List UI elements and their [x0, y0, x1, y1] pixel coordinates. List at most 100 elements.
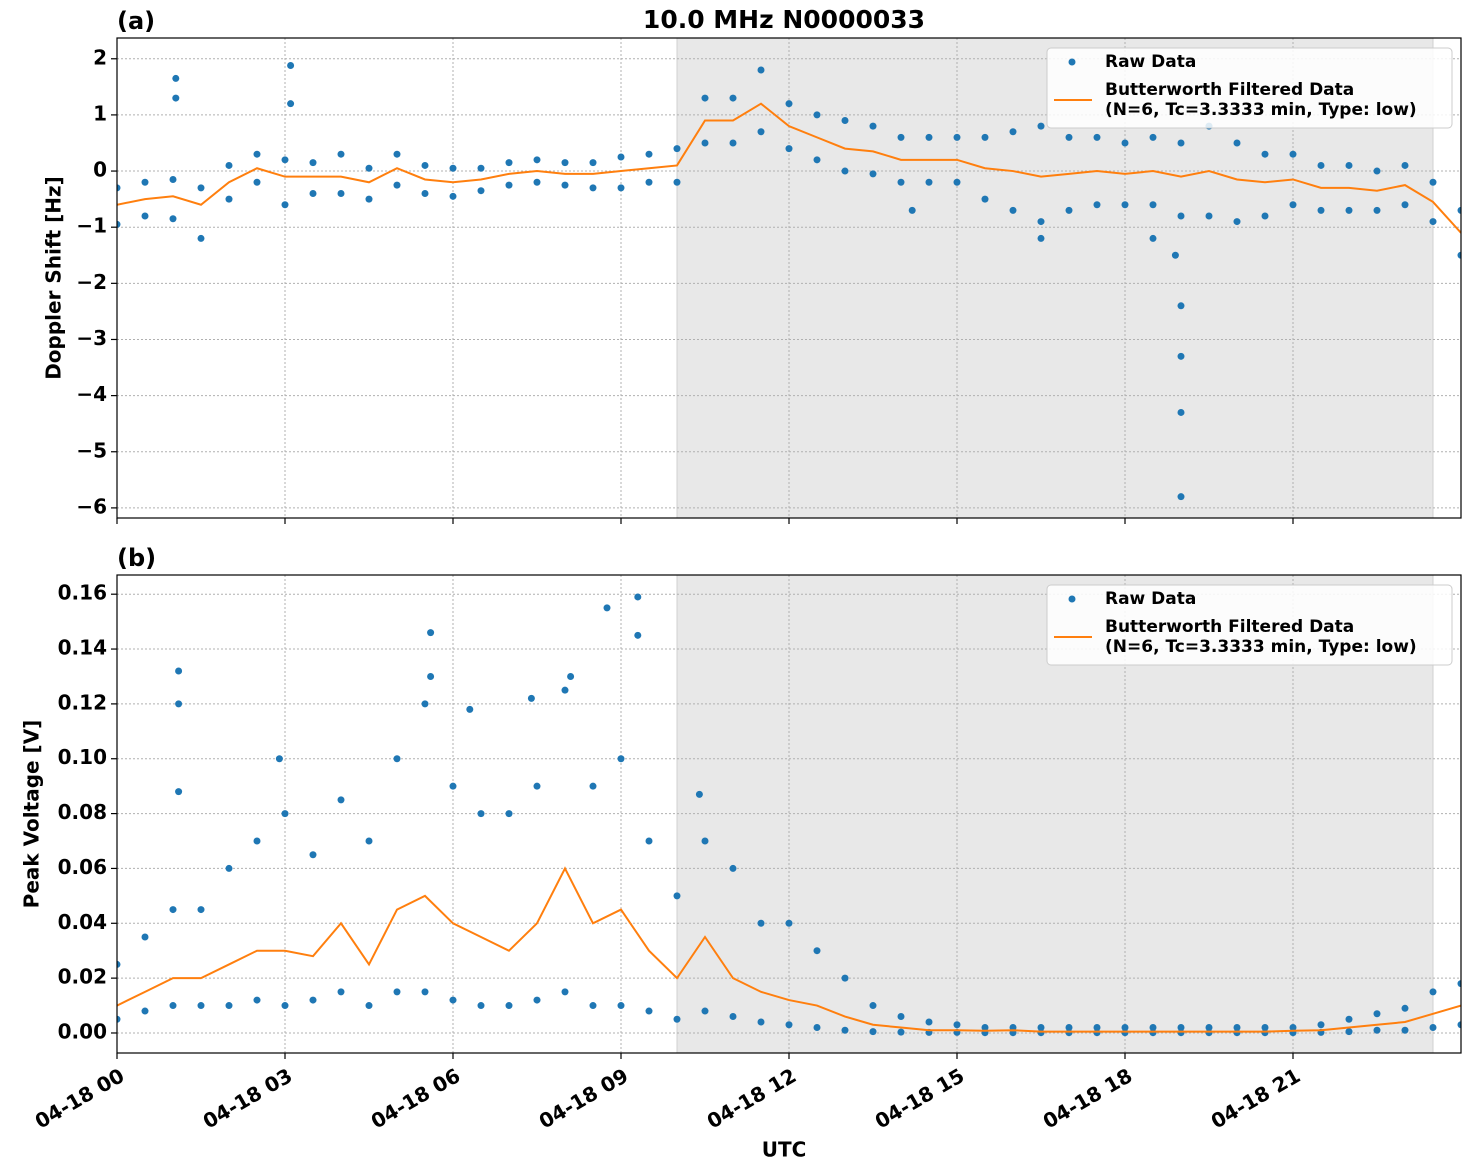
raw-point: [1345, 1028, 1353, 1036]
raw-point: [1121, 1029, 1129, 1037]
y-tick-label: −2: [76, 270, 107, 294]
y-tick-label: 0.00: [58, 1019, 107, 1043]
raw-point: [1457, 1021, 1461, 1029]
raw-point: [169, 175, 177, 183]
raw-point: [421, 190, 429, 198]
y-tick-label: −5: [76, 438, 107, 462]
raw-point: [617, 755, 625, 763]
raw-point: [634, 631, 642, 639]
raw-point: [1457, 251, 1461, 259]
raw-point: [1177, 493, 1185, 501]
plot-area: [117, 62, 1461, 501]
raw-point: [466, 705, 474, 713]
legend-marker: [1068, 595, 1076, 603]
raw-point: [393, 150, 401, 158]
raw-point: [169, 1002, 177, 1010]
raw-point: [1429, 988, 1437, 996]
raw-point: [141, 212, 149, 220]
legend-marker: [1068, 58, 1076, 66]
raw-point: [309, 996, 317, 1004]
raw-point: [757, 128, 765, 136]
x-tick-label: 04-18 12: [703, 1063, 801, 1133]
raw-point: [841, 117, 849, 125]
raw-point: [925, 178, 933, 186]
y-axis-label: Peak Voltage [V]: [20, 720, 44, 909]
raw-point: [1093, 1023, 1101, 1031]
raw-point: [281, 156, 289, 164]
raw-point: [449, 192, 457, 200]
raw-point: [1289, 1023, 1297, 1031]
x-tick-label: 04-18 09: [535, 1063, 633, 1133]
raw-point: [1009, 128, 1017, 136]
raw-point: [449, 996, 457, 1004]
raw-point: [505, 1002, 513, 1010]
raw-point: [617, 153, 625, 161]
raw-point: [365, 837, 373, 845]
raw-point: [673, 892, 681, 900]
raw-point: [701, 1007, 709, 1015]
raw-point: [1401, 201, 1409, 209]
raw-point: [225, 161, 233, 169]
raw-point: [589, 159, 597, 167]
raw-point: [309, 190, 317, 198]
raw-point: [589, 782, 597, 790]
raw-point: [925, 1018, 933, 1026]
raw-point: [1037, 122, 1045, 130]
raw-point: [505, 181, 513, 189]
raw-point: [1205, 212, 1213, 220]
y-tick-label: −1: [76, 214, 107, 238]
raw-point: [225, 1002, 233, 1010]
raw-point: [785, 919, 793, 927]
raw-point: [869, 1002, 877, 1010]
raw-point: [841, 167, 849, 175]
panel-label: (b): [117, 544, 156, 572]
raw-point: [1317, 1021, 1325, 1029]
raw-point: [813, 1023, 821, 1031]
raw-point: [785, 145, 793, 153]
raw-point: [449, 164, 457, 172]
raw-point: [561, 181, 569, 189]
raw-point: [421, 161, 429, 169]
raw-point: [1429, 1023, 1437, 1031]
raw-point: [701, 139, 709, 147]
raw-point: [673, 1015, 681, 1023]
raw-point: [197, 906, 205, 914]
raw-point: [1149, 1023, 1157, 1031]
raw-point: [1233, 139, 1241, 147]
legend-box: [1046, 47, 1453, 129]
raw-point: [1345, 1015, 1353, 1023]
raw-point: [1205, 1029, 1213, 1037]
raw-point: [117, 1015, 121, 1023]
raw-point: [869, 122, 877, 130]
raw-point: [561, 686, 569, 694]
raw-point: [673, 145, 681, 153]
filtered-line: [117, 866, 1461, 1033]
raw-point: [645, 837, 653, 845]
raw-point: [172, 74, 180, 82]
x-tick-label: 04-18 00: [31, 1063, 129, 1133]
raw-point: [1037, 1029, 1045, 1037]
raw-point: [785, 100, 793, 108]
raw-point: [275, 755, 283, 763]
raw-point: [505, 159, 513, 167]
y-tick-label: 0.04: [58, 910, 107, 934]
raw-point: [253, 837, 261, 845]
filtered-line: [117, 102, 1461, 234]
raw-point: [695, 790, 703, 798]
raw-point: [1121, 139, 1129, 147]
y-tick-label: 0.10: [58, 745, 107, 769]
raw-point: [533, 178, 541, 186]
raw-point: [337, 796, 345, 804]
raw-point: [1457, 980, 1461, 988]
raw-point: [1121, 201, 1129, 209]
raw-point: [169, 215, 177, 223]
x-tick-label: 04-18 03: [199, 1063, 297, 1133]
axes-frame: [116, 574, 1462, 1054]
raw-point: [337, 190, 345, 198]
plot-area: [117, 593, 1461, 1037]
raw-point: [869, 1028, 877, 1036]
axes-frame: [116, 37, 1462, 519]
raw-point: [1261, 150, 1269, 158]
y-tick-label: 1: [93, 101, 107, 125]
